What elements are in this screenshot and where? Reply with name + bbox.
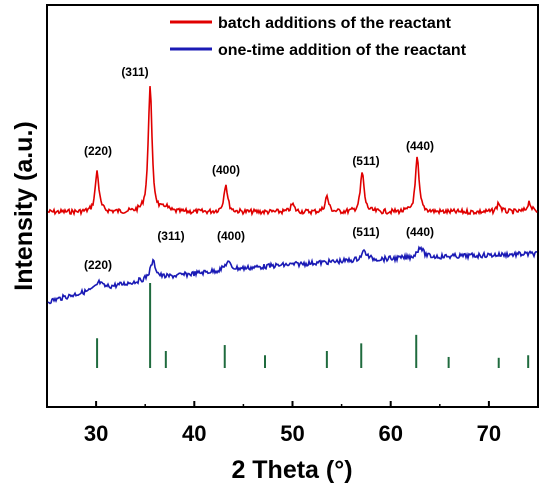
- red-peak-label-511: (511): [352, 154, 379, 168]
- x-ticks: 30 40 50 60 70: [46, 401, 539, 446]
- red-peak-label-220: (220): [84, 144, 112, 158]
- x-tick-label: 50: [280, 421, 304, 446]
- blue-trace: [47, 245, 538, 305]
- blue-peak-label-220: (220): [84, 258, 112, 272]
- blue-peak-label-400: (400): [217, 229, 245, 243]
- blue-peak-label-311: (311): [157, 229, 184, 243]
- x-tick-label: 70: [477, 421, 501, 446]
- legend: batch additions of the reactant one-time…: [170, 15, 467, 59]
- x-tick-label: 40: [182, 421, 206, 446]
- red-peak-label-400: (400): [212, 163, 240, 177]
- x-tick-label: 60: [378, 421, 402, 446]
- y-axis-title: Intensity (a.u.): [10, 121, 38, 290]
- legend-label-red: batch additions of the reactant: [218, 15, 452, 32]
- x-tick-label: 30: [84, 421, 108, 446]
- legend-label-blue: one-time addition of the reactant: [218, 42, 467, 59]
- blue-peak-label-440: (440): [406, 225, 434, 239]
- blue-peak-label-511: (511): [352, 225, 379, 239]
- red-peak-label-440: (440): [406, 139, 434, 153]
- reference-sticks: [96, 283, 530, 368]
- x-axis-title: 2 Theta (°): [231, 456, 352, 484]
- red-peak-label-311: (311): [121, 65, 148, 79]
- red-trace: [47, 86, 538, 217]
- traces: [47, 86, 538, 305]
